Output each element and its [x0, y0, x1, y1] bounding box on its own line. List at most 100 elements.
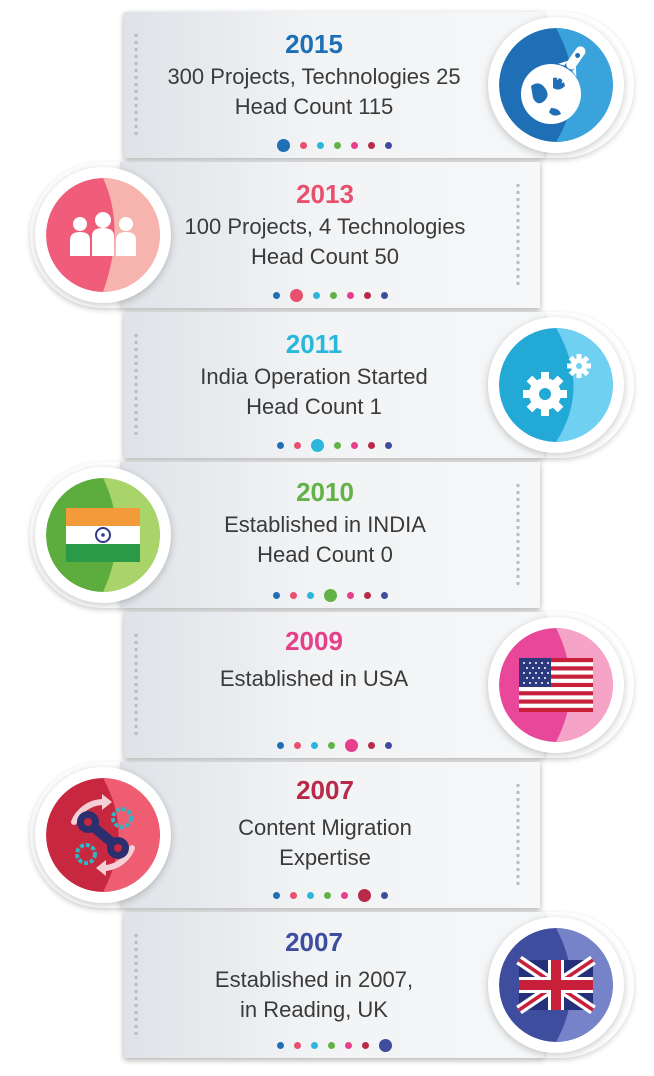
- card-content: 2011 India Operation Started Head Count …: [144, 312, 484, 422]
- pager-dot-4[interactable]: [323, 892, 331, 899]
- dotted-edge: [134, 32, 138, 138]
- dotted-edge: [134, 932, 138, 1038]
- pager-dots[interactable]: [124, 139, 544, 152]
- year-label: 2010: [296, 477, 354, 507]
- dotted-edge: [516, 182, 520, 288]
- dotted-edge: [134, 632, 138, 738]
- pager-dots[interactable]: [120, 889, 540, 902]
- pager-dot-2[interactable]: [289, 289, 303, 302]
- timeline-card-2013: 2013 100 Projects, 4 Technologies Head C…: [120, 162, 540, 308]
- pager-dot-4[interactable]: [333, 142, 341, 149]
- pager-dot-6[interactable]: [367, 142, 375, 149]
- pager-dot-6[interactable]: [363, 592, 371, 599]
- pager-dots[interactable]: [120, 589, 540, 602]
- timeline-card-2011: 2011 India Operation Started Head Count …: [124, 312, 544, 458]
- pager-dot-4[interactable]: [327, 742, 335, 749]
- pager-dot-1[interactable]: [276, 139, 290, 152]
- pager-dot-1[interactable]: [276, 1042, 284, 1049]
- pager-dots[interactable]: [124, 439, 544, 452]
- pager-dot-5[interactable]: [346, 592, 354, 599]
- pager-dot-7[interactable]: [384, 442, 392, 449]
- pager-dot-7[interactable]: [384, 142, 392, 149]
- pager-dots[interactable]: [124, 739, 544, 752]
- card-content: 2013 100 Projects, 4 Technologies Head C…: [155, 162, 495, 272]
- pager-dot-6[interactable]: [361, 1042, 369, 1049]
- description-line-2: Head Count 115: [234, 94, 394, 119]
- icon-badge-2009: [488, 617, 624, 753]
- pager-dot-4[interactable]: [333, 442, 341, 449]
- pager-dot-5[interactable]: [350, 442, 358, 449]
- icon-badge-2007-migration: [35, 767, 171, 903]
- pager-dots[interactable]: [120, 289, 540, 302]
- pager-dot-3[interactable]: [310, 742, 318, 749]
- icon-badge-2011: [488, 317, 624, 453]
- description-line-2: Head Count 50: [251, 244, 399, 269]
- description-line-1: Established in INDIA: [224, 512, 426, 537]
- year-label: 2007: [285, 927, 343, 957]
- pager-dot-5[interactable]: [344, 1042, 352, 1049]
- description-line-1: Content Migration: [238, 815, 412, 840]
- gears-icon: [499, 328, 613, 442]
- pager-dot-3[interactable]: [310, 1042, 318, 1049]
- pager-dot-7[interactable]: [380, 892, 388, 899]
- icon-badge-2015: [488, 17, 624, 153]
- timeline-card-2007-migration: 2007 Content Migration Expertise: [120, 762, 540, 908]
- card-content: 2007 Content Migration Expertise: [155, 762, 495, 873]
- timeline-card-2015: 2015 300 Projects, Technologies 25 Head …: [124, 12, 544, 158]
- pager-dot-5[interactable]: [346, 292, 354, 299]
- pager-dot-7[interactable]: [384, 742, 392, 749]
- pager-dot-7[interactable]: [380, 292, 388, 299]
- pager-dot-2[interactable]: [293, 1042, 301, 1049]
- migration-icon: [46, 778, 160, 892]
- description-line-2: in Reading, UK: [240, 997, 388, 1022]
- pager-dot-5[interactable]: [344, 739, 358, 752]
- year-label: 2013: [296, 179, 354, 209]
- people-icon: [46, 178, 160, 292]
- dotted-edge: [134, 332, 138, 438]
- pager-dot-4[interactable]: [327, 1042, 335, 1049]
- pager-dot-2[interactable]: [289, 592, 297, 599]
- timeline-card-2007-uk: 2007 Established in 2007, in Reading, UK: [124, 912, 544, 1058]
- pager-dot-3[interactable]: [316, 142, 324, 149]
- pager-dot-1[interactable]: [272, 592, 280, 599]
- pager-dot-6[interactable]: [367, 742, 375, 749]
- pager-dot-4[interactable]: [323, 589, 337, 602]
- card-content: 2010 Established in INDIA Head Count 0: [155, 462, 495, 570]
- description-line-1: 100 Projects, 4 Technologies: [184, 214, 466, 239]
- pager-dot-1[interactable]: [272, 292, 280, 299]
- description-line-2: Head Count 0: [257, 542, 393, 567]
- pager-dot-3[interactable]: [312, 292, 320, 299]
- pager-dot-6[interactable]: [357, 889, 371, 902]
- uk-flag-icon: [499, 928, 613, 1042]
- year-label: 2009: [285, 626, 343, 656]
- year-label: 2007: [296, 775, 354, 805]
- year-label: 2011: [285, 329, 343, 359]
- rocket-globe-icon: [499, 28, 613, 142]
- pager-dot-2[interactable]: [299, 142, 307, 149]
- dotted-edge: [516, 782, 520, 888]
- pager-dot-2[interactable]: [293, 442, 301, 449]
- pager-dot-2[interactable]: [293, 742, 301, 749]
- pager-dot-6[interactable]: [367, 442, 375, 449]
- pager-dot-1[interactable]: [276, 742, 284, 749]
- icon-badge-2010: [35, 467, 171, 603]
- timeline-card-2009: 2009 Established in USA: [124, 612, 544, 758]
- pager-dot-5[interactable]: [340, 892, 348, 899]
- pager-dot-6[interactable]: [363, 292, 371, 299]
- pager-dots[interactable]: [124, 1039, 544, 1052]
- card-content: 2015 300 Projects, Technologies 25 Head …: [144, 12, 484, 122]
- pager-dot-7[interactable]: [380, 592, 388, 599]
- pager-dot-1[interactable]: [276, 442, 284, 449]
- card-content: 2007 Established in 2007, in Reading, UK: [144, 912, 484, 1025]
- pager-dot-4[interactable]: [329, 292, 337, 299]
- pager-dot-3[interactable]: [310, 439, 324, 452]
- pager-dot-1[interactable]: [272, 892, 280, 899]
- pager-dot-5[interactable]: [350, 142, 358, 149]
- pager-dot-2[interactable]: [289, 892, 297, 899]
- pager-dot-3[interactable]: [306, 892, 314, 899]
- pager-dot-7[interactable]: [378, 1039, 392, 1052]
- card-content: 2009 Established in USA: [144, 612, 484, 694]
- description-line-1: 300 Projects, Technologies 25: [167, 64, 461, 89]
- timeline-card-2010: 2010 Established in INDIA Head Count 0: [120, 462, 540, 608]
- pager-dot-3[interactable]: [306, 592, 314, 599]
